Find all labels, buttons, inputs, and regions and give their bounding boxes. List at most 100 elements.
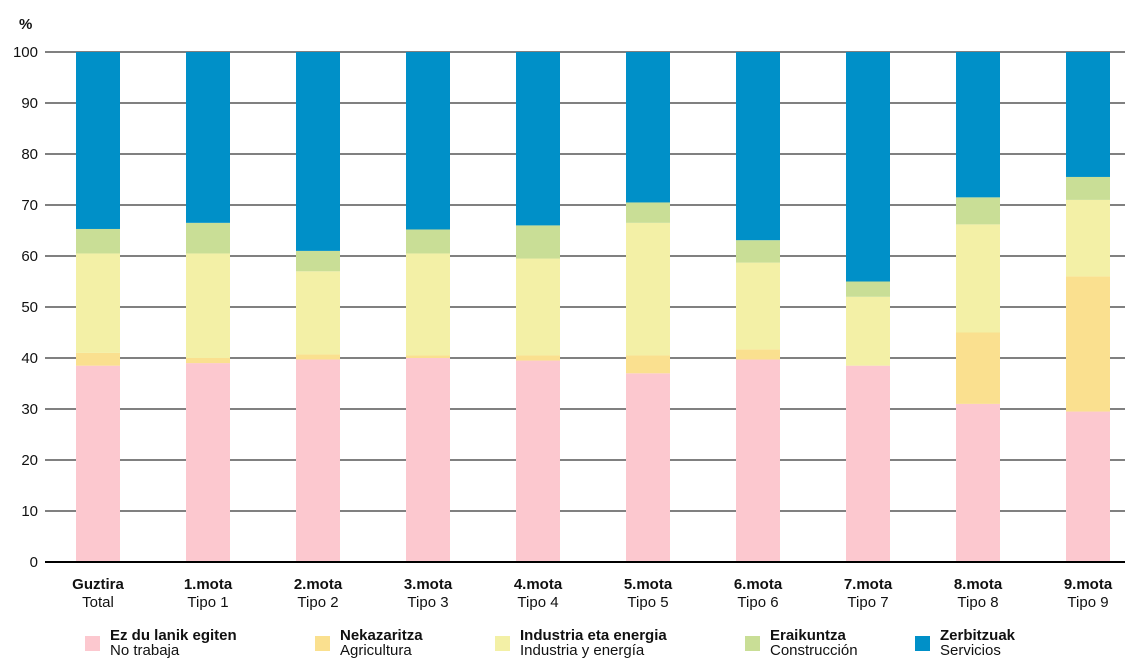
x-tick-label-es: Tipo 3 xyxy=(407,594,448,611)
legend-label-eu: Nekazaritza xyxy=(340,627,423,644)
legend-item: Nekazaritza Agricultura xyxy=(315,628,423,658)
bar-segment xyxy=(76,52,120,229)
legend-item: Eraikuntza Construcción xyxy=(745,628,858,658)
x-tick-label-es: Tipo 4 xyxy=(517,594,558,611)
bar-stack xyxy=(956,52,1000,562)
bar-segment xyxy=(626,52,670,203)
x-tick-label-eu: 2.mota xyxy=(294,576,343,593)
bar-segment xyxy=(1066,199,1110,277)
bar-segment xyxy=(736,240,780,263)
bar-segment xyxy=(516,52,560,226)
bar-segment xyxy=(76,228,120,254)
bar-segment xyxy=(406,52,450,230)
x-tick-label-eu: Guztira xyxy=(72,576,124,593)
bar-segment xyxy=(516,258,560,356)
legend: Ez du lanik egiten No trabaja Nekazaritza A… xyxy=(85,628,1125,665)
legend-swatch xyxy=(745,636,760,651)
bar-segment xyxy=(736,262,780,350)
bar-segment xyxy=(846,281,890,297)
legend-label-es: Servicios xyxy=(940,642,1001,659)
bar-segment xyxy=(626,202,670,223)
x-tick-label-eu: 7.mota xyxy=(844,576,893,593)
x-tick-label-es: Tipo 5 xyxy=(627,594,668,611)
bar-stack xyxy=(846,52,890,562)
legend-swatch xyxy=(85,636,100,651)
y-tick-labels: 0 10 20 30 40 50 60 70 80 90 100 xyxy=(13,44,38,571)
legend-swatch xyxy=(495,636,510,651)
bar-segment xyxy=(956,332,1000,404)
x-tick-label-eu: 6.mota xyxy=(734,576,783,593)
legend-item: Industria eta energia Industria y energía xyxy=(495,628,667,658)
x-tick-label-es: Total xyxy=(82,594,114,611)
bar-segment xyxy=(736,349,780,360)
y-axis-label: % xyxy=(19,16,32,33)
legend-item: Ez du lanik egiten No trabaja xyxy=(85,628,237,658)
bar-segment xyxy=(406,229,450,254)
bar-stack xyxy=(186,52,230,562)
bar-segment xyxy=(296,52,340,251)
legend-label-eu: Ez du lanik egiten xyxy=(110,627,237,644)
x-tick-label-es: Tipo 7 xyxy=(847,594,888,611)
bar-segment xyxy=(956,403,1000,562)
bar-segment xyxy=(76,253,120,353)
y-tick-label: 70 xyxy=(21,197,38,214)
x-tick-label-es: Tipo 9 xyxy=(1067,594,1108,611)
bar-segment xyxy=(186,52,230,223)
bar-segment xyxy=(76,352,120,366)
bar-segment xyxy=(406,358,450,562)
bar-segment xyxy=(296,354,340,360)
bar-segment xyxy=(516,225,560,259)
x-tick-label-eu: 3.mota xyxy=(404,576,453,593)
bar-segment xyxy=(296,271,340,355)
legend-label-es: No trabaja xyxy=(110,642,180,659)
bar-stack xyxy=(296,52,340,562)
x-tick-label-es: Tipo 8 xyxy=(957,594,998,611)
bar-segment xyxy=(956,197,1000,225)
bar-segment xyxy=(1066,176,1110,200)
x-tick-label-eu: 1.mota xyxy=(184,576,233,593)
y-tick-label: 60 xyxy=(21,248,38,265)
bar-segment xyxy=(186,222,230,254)
legend-label-eu: Zerbitzuak xyxy=(940,627,1016,644)
y-tick-label: 30 xyxy=(21,401,38,418)
bar-segment xyxy=(406,253,450,356)
legend-swatch xyxy=(315,636,330,651)
legend-label-eu: Industria eta energia xyxy=(520,627,667,644)
bar-stack xyxy=(736,52,780,562)
bars xyxy=(45,52,1125,563)
bar-segment xyxy=(1066,276,1110,412)
bar-segment xyxy=(296,250,340,272)
bar-segment xyxy=(1066,411,1110,562)
x-tick-label-es: Tipo 1 xyxy=(187,594,228,611)
legend-label-eu: Eraikuntza xyxy=(770,627,846,644)
bar-segment xyxy=(846,365,890,562)
bar-segment xyxy=(186,358,230,364)
x-tick-label-eu: 5.mota xyxy=(624,576,673,593)
bar-segment xyxy=(956,52,1000,198)
bar-segment xyxy=(516,355,560,361)
bar-segment xyxy=(626,222,670,356)
bar-segment xyxy=(846,52,890,282)
bar-segment xyxy=(186,253,230,358)
bar-stack xyxy=(626,52,670,562)
legend-label-es: Agricultura xyxy=(340,642,412,659)
bar-segment xyxy=(736,359,780,562)
legend-label-es: Industria y energía xyxy=(520,642,645,659)
bar-segment xyxy=(956,224,1000,333)
y-tick-label: 90 xyxy=(21,95,38,112)
y-tick-label: 10 xyxy=(21,503,38,520)
x-tick-label-eu: 9.mota xyxy=(1064,576,1113,593)
bar-stack xyxy=(406,52,450,562)
bar-segment xyxy=(406,355,450,358)
bar-segment xyxy=(626,355,670,374)
legend-swatch xyxy=(915,636,930,651)
legend-item: Zerbitzuak Servicios xyxy=(915,628,1015,658)
bar-segment xyxy=(186,363,230,562)
x-tick-label-eu: 8.mota xyxy=(954,576,1003,593)
x-tick-label-es: Tipo 6 xyxy=(737,594,778,611)
y-tick-label: 40 xyxy=(21,350,38,367)
y-tick-label: 0 xyxy=(30,554,38,571)
bar-segment xyxy=(846,296,890,366)
bar-segment xyxy=(296,359,340,562)
